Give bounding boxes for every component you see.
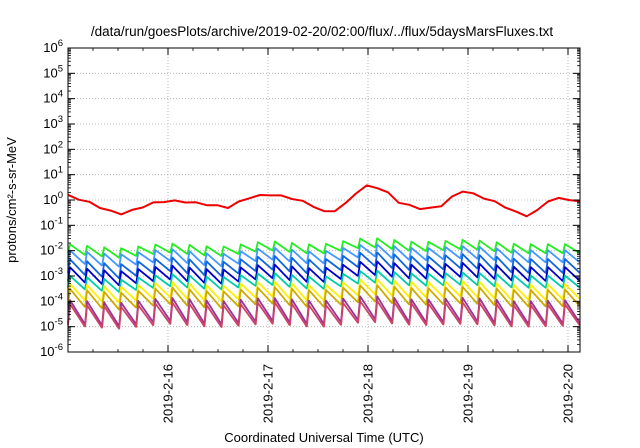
x-axis-label: Coordinated Universal Time (UTC) bbox=[224, 430, 423, 445]
x-tick-label: 2019-2-18 bbox=[361, 364, 376, 423]
x-tick-label: 2019-2-16 bbox=[161, 364, 176, 423]
series-line-10 bbox=[67, 300, 581, 330]
series-line-2 bbox=[67, 237, 581, 259]
series-line-1 bbox=[67, 184, 581, 218]
series-line-5 bbox=[67, 260, 581, 287]
series-group bbox=[67, 184, 581, 330]
x-tick-label: 2019-2-19 bbox=[461, 364, 476, 423]
series-line-7 bbox=[67, 278, 581, 304]
y-axis: 10-610-510-410-310-210-11001011021031041… bbox=[40, 38, 580, 359]
series-line-6 bbox=[67, 269, 581, 293]
x-tick-label: 2019-2-17 bbox=[261, 364, 276, 423]
series-line-3 bbox=[67, 243, 581, 268]
chart-title: /data/run/goesPlots/archive/2019-02-20/0… bbox=[91, 24, 553, 39]
x-axis: 2019-2-16 2019-2-17 2019-2-18 2019-2-19 2019… bbox=[92, 48, 576, 423]
x-tick-label: 2019-2-20 bbox=[561, 364, 576, 423]
series-line-8 bbox=[67, 284, 581, 311]
series-line-4 bbox=[67, 251, 581, 280]
y-axis-label: protons/cm²-s-sr-MeV bbox=[4, 137, 19, 263]
